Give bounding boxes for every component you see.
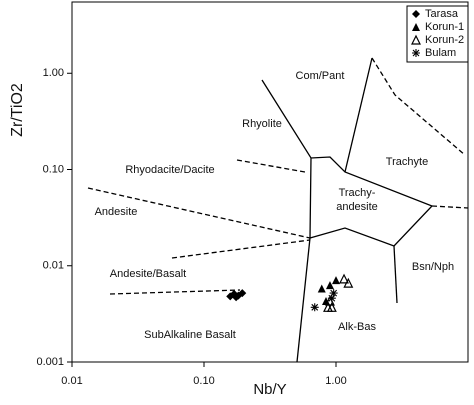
x-tick-label: 1.00 (325, 375, 346, 387)
legend-marker (412, 10, 420, 18)
data-point (326, 301, 337, 312)
field-boundaries (87, 57, 469, 363)
legend-label: Korun-1 (425, 21, 464, 33)
x-tick-label: 0.01 (61, 375, 82, 387)
field-label: andesite (336, 201, 378, 213)
y-tick-label: 0.001 (36, 356, 64, 368)
data-point (325, 281, 334, 290)
field-label: Trachyte (386, 156, 428, 168)
legend-label: Korun-2 (425, 34, 464, 46)
data-point (332, 276, 340, 285)
y-axis-label: Zr/TiO2 (9, 83, 26, 137)
field-label: Andesite (95, 206, 138, 218)
legend-label: Tarasa (425, 8, 459, 20)
field-label: Rhyodacite/Dacite (125, 164, 214, 176)
field-label: Rhyolite (242, 118, 282, 130)
data-point (317, 284, 326, 293)
field-label: Trachy- (339, 187, 376, 199)
data-point (343, 277, 354, 288)
y-tick-label: 0.01 (43, 260, 64, 272)
x-axis-label: Nb/Y (253, 381, 286, 398)
legend-marker (412, 49, 420, 57)
field-label: SubAlkaline Basalt (144, 329, 236, 341)
y-tick-label: 0.10 (43, 163, 64, 175)
x-tick-label: 0.10 (193, 375, 214, 387)
data-point (327, 294, 336, 303)
data-point (238, 289, 247, 298)
legend-label: Bulam (425, 47, 456, 59)
data-point (339, 273, 349, 284)
field-labels: Com/Pant Rhyolite Trachyte Rhyodacite/Da… (95, 70, 455, 341)
field-label: Com/Pant (296, 70, 345, 82)
field-label: Bsn/Nph (412, 261, 454, 273)
data-point (310, 303, 319, 312)
data-point (329, 289, 338, 298)
y-tick-label: 1.00 (43, 67, 64, 79)
legend-marker (412, 23, 420, 31)
field-label: Alk-Bas (338, 321, 376, 333)
data-point (232, 293, 241, 302)
plot-frame (71, 1, 469, 363)
legend-marker (411, 34, 421, 45)
field-label: Andesite/Basalt (110, 268, 186, 280)
